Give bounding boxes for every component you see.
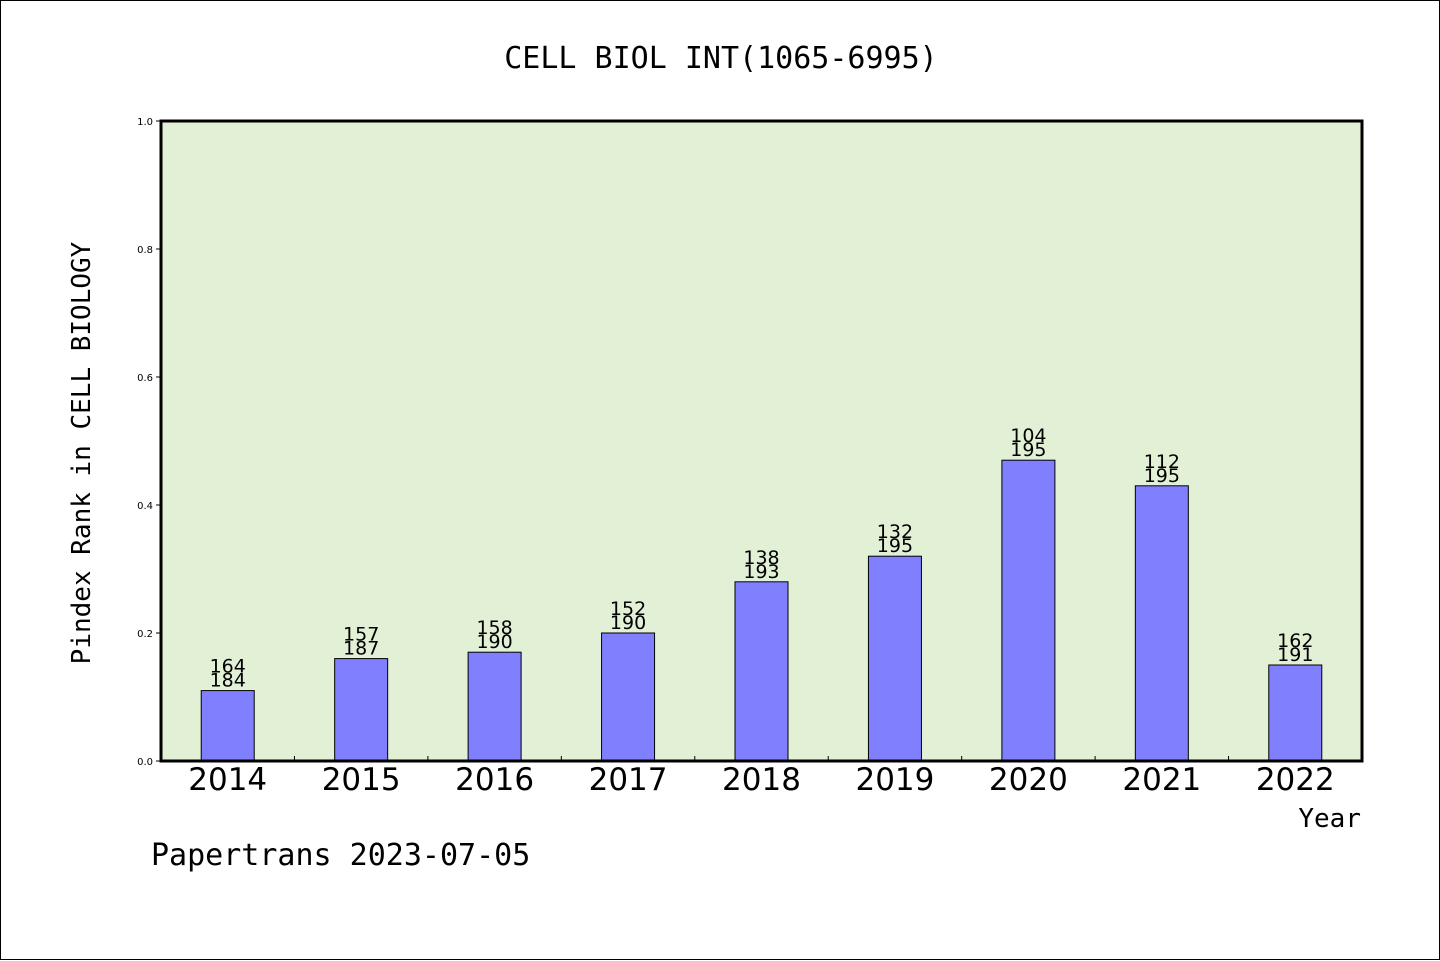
x-tick-label: 2017 — [589, 762, 668, 798]
bar-2018 — [734, 581, 789, 762]
bar-2020 — [1001, 459, 1056, 762]
bar-rank-label: 104 — [1010, 425, 1046, 447]
bar-total-label: 187 — [343, 638, 379, 660]
x-tick-label: 2019 — [855, 762, 934, 798]
bar-rank-label: 152 — [610, 598, 646, 620]
x-tick-label: 2022 — [1256, 762, 1335, 798]
y-axis-ticks: 0.0 0.2 0.4 0.6 0.8 1.0 — [137, 117, 161, 768]
bar-2015 — [334, 658, 389, 762]
chart-title: CELL BIOL INT(1065-6995) — [504, 41, 937, 76]
y-tick-label: 0.0 — [137, 757, 153, 768]
bar-total-label: 195 — [1144, 465, 1180, 487]
bar-rank-label: 112 — [1144, 451, 1180, 473]
plot-border — [159, 119, 1364, 763]
bar-total-label: 195 — [1010, 439, 1046, 461]
bar-2019 — [867, 555, 922, 762]
bar-total-label: 195 — [877, 535, 913, 557]
y-axis-label: Pindex Rank in CELL BIOLOGY — [67, 241, 97, 664]
x-axis-ticks: 2014 2015 2016 2017 2018 2019 2020 2021 2022 — [188, 756, 1335, 798]
x-tick-label: 2018 — [722, 762, 801, 798]
y-tick-label: 0.8 — [137, 245, 153, 256]
bar-total-label: 190 — [610, 612, 646, 634]
x-axis-label: Year — [1298, 804, 1361, 834]
bar-rank-label: 138 — [743, 547, 779, 569]
bar-rank-label: 158 — [476, 617, 512, 639]
bar-total-label: 193 — [743, 561, 779, 583]
x-tick-label: 2015 — [322, 762, 401, 798]
x-tick-label: 2020 — [989, 762, 1068, 798]
bar-rank-label: 157 — [343, 624, 379, 646]
x-tick-label: 2016 — [455, 762, 534, 798]
bar-total-label: 184 — [210, 670, 246, 692]
x-tick-label: 2021 — [1122, 762, 1201, 798]
bar-2017 — [601, 632, 656, 762]
bar-rank-label: 162 — [1277, 630, 1313, 652]
y-tick-label: 1.0 — [137, 117, 153, 128]
y-tick-label: 0.4 — [137, 501, 153, 512]
bar-total-label: 190 — [476, 631, 512, 653]
bar-annotations: 1641841571871581901521901381931321951041… — [210, 425, 1314, 691]
footer-credit: Papertrans 2023-07-05 — [151, 838, 530, 873]
bar-rank-label: 132 — [877, 521, 913, 543]
bar-rank-label: 164 — [210, 656, 246, 678]
bars-group — [200, 459, 1323, 762]
y-tick-label: 0.6 — [137, 373, 153, 384]
x-tick-label: 2014 — [188, 762, 267, 798]
bar-total-label: 191 — [1277, 644, 1313, 666]
bar-2021 — [1134, 485, 1189, 762]
bar-2014 — [200, 690, 255, 762]
bar-2016 — [467, 651, 522, 762]
bar-2022 — [1268, 664, 1323, 762]
y-tick-label: 0.2 — [137, 629, 153, 640]
